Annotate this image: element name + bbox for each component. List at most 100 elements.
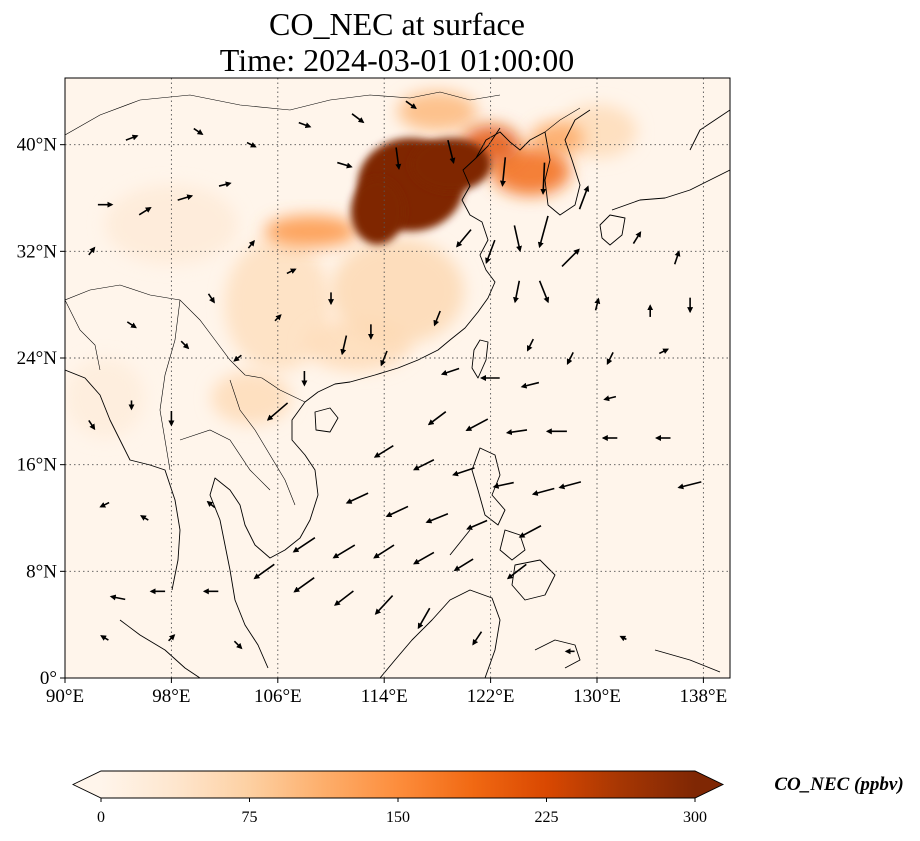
wind-arrow-48 [506, 563, 527, 580]
wind-arrow-76 [405, 100, 417, 110]
wind-arrow-27 [505, 429, 528, 436]
chart-title-line2: Time: 2024-03-01 01:00:00 [220, 42, 574, 78]
x-axis: 90°E 98°E 106°E 114°E 122°E 130°E 138°E [46, 678, 727, 707]
wind-arrow-51 [334, 590, 354, 606]
coastline-sulawesi [534, 639, 581, 669]
y-tick-label-0: 0° [40, 668, 57, 689]
colorbar-min-extend [73, 771, 101, 798]
coastline-sumatra [119, 619, 201, 678]
coastline-japan-kyushu [599, 214, 626, 246]
wind-arrow-87 [566, 352, 574, 365]
co-region-4 [211, 371, 292, 425]
wind-arrow-33 [452, 467, 475, 477]
wind-arrow-41 [466, 519, 488, 530]
wind-arrow-78 [286, 268, 297, 275]
colorbar-tick-label-2: 150 [386, 809, 410, 826]
colorbar-tick-label-0: 0 [97, 809, 105, 826]
wind-arrow-49 [253, 563, 275, 580]
wind-arrow-13 [594, 297, 601, 311]
coastline-indochina [209, 401, 319, 669]
wind-vectors [88, 100, 702, 655]
wind-arrow-83 [673, 250, 681, 265]
wind-arrow-34 [492, 481, 514, 489]
wind-arrow-21 [266, 402, 289, 421]
wind-arrow-19 [380, 350, 388, 367]
wind-arrow-26 [465, 418, 489, 431]
coastline-japan-north [689, 109, 730, 151]
wind-arrow-42 [518, 525, 542, 538]
co-region-10 [490, 147, 571, 196]
chart-title-line1: CO_NEC at surface [269, 6, 525, 42]
coastline-japan-honshu [611, 169, 730, 211]
wind-arrow-82 [632, 231, 642, 245]
coastline-taiwan [471, 339, 489, 379]
wind-arrow-16 [433, 310, 441, 327]
wind-arrow-58 [140, 515, 149, 521]
wind-arrow-38 [345, 492, 369, 504]
colorbar-ticks: 0 75 150 225 300 [97, 798, 707, 826]
y-axis: 0° 8°N 16°N 24°N 32°N 40°N [17, 135, 65, 689]
wind-arrow-73 [246, 141, 257, 148]
x-tick-label-138: 138°E [680, 686, 728, 707]
wind-arrow-35 [531, 487, 555, 496]
co-region-9 [264, 215, 358, 248]
wind-arrow-10 [456, 229, 472, 248]
wind-arrow-0 [337, 161, 353, 169]
x-tick-label-122: 122°E [467, 686, 515, 707]
x-tick-label-130: 130°E [573, 686, 621, 707]
y-tick-label-40: 40°N [17, 135, 58, 156]
colorbar-tick-label-3: 225 [535, 809, 559, 826]
wind-arrow-22 [440, 367, 460, 376]
co-region-14 [350, 178, 405, 245]
wind-arrow-53 [417, 607, 431, 630]
wind-arrow-74 [298, 121, 312, 128]
wind-arrow-12 [538, 280, 550, 304]
co-region-1 [104, 184, 238, 265]
wind-arrow-3 [499, 157, 507, 187]
coastline-new-guinea [654, 649, 721, 673]
colorbar-max-extend [695, 771, 723, 798]
x-tick-label-98: 98°E [152, 686, 190, 707]
wind-arrow-84 [606, 352, 614, 365]
wind-arrow-63 [233, 354, 242, 362]
wind-arrow-59 [206, 500, 216, 509]
wind-arrow-24 [520, 381, 540, 389]
country-borders [65, 91, 581, 506]
coastline-bohai [475, 131, 546, 159]
wind-arrow-7 [537, 215, 549, 249]
wind-arrow-56 [109, 594, 126, 601]
coastline-visayas [499, 529, 526, 561]
y-tick-label-32: 32°N [17, 241, 58, 262]
border-india [65, 299, 101, 371]
wind-arrow-86 [603, 395, 617, 402]
map-panel [65, 78, 730, 678]
coastline-myanmar [65, 369, 181, 591]
border-laos-vietnam [229, 379, 296, 506]
wind-arrow-46 [412, 551, 435, 565]
map-frame [64, 77, 731, 679]
wind-arrow-68 [138, 207, 152, 216]
x-tick-label-114: 114°E [361, 686, 408, 707]
coastline-china [304, 127, 501, 403]
wind-arrow-64 [180, 340, 190, 350]
wind-arrow-70 [218, 181, 232, 188]
wind-arrow-77 [247, 239, 255, 249]
wind-arrow-91 [233, 640, 243, 650]
wind-arrow-57 [99, 501, 110, 508]
y-tick-label-24: 24°N [17, 348, 58, 369]
colorbar-fill [101, 771, 695, 798]
wind-arrow-36 [558, 481, 582, 490]
colorbar: 0 75 150 225 300 CO_NEC (ppbv) [71, 770, 904, 826]
wind-arrow-90 [168, 634, 176, 642]
border-china-korea [544, 107, 581, 133]
wind-arrow-72 [193, 127, 204, 135]
coastline-mindanao [511, 559, 556, 601]
wind-arrow-94 [619, 635, 627, 642]
wind-arrow-45 [373, 544, 395, 559]
border-myanmar-thailand [159, 299, 181, 471]
colorbar-label: CO_NEC (ppbv) [774, 774, 903, 795]
wind-arrow-25 [427, 411, 447, 426]
colorbar-tick-label-4: 300 [683, 809, 707, 826]
co-region-7 [397, 91, 478, 132]
y-tick-label-16: 16°N [17, 455, 58, 476]
